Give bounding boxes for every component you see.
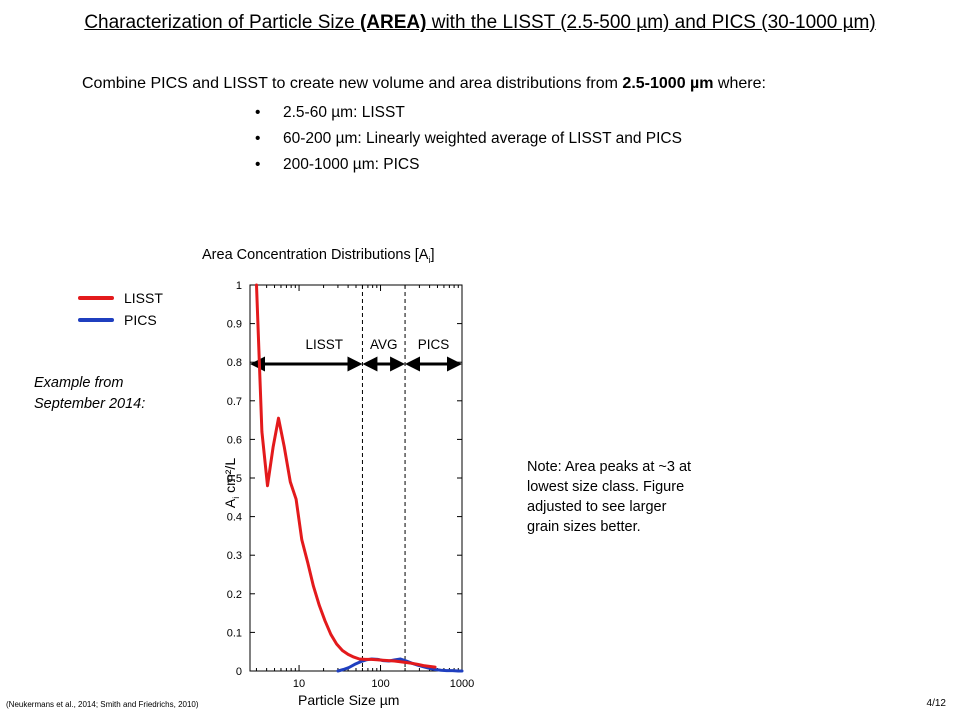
x-tick-label: 1000 — [450, 678, 474, 690]
y-tick-label: 0.1 — [227, 627, 242, 639]
legend-label-pics: PICS — [124, 312, 157, 328]
legend-swatch-pics — [78, 318, 114, 322]
example-caption: Example from September 2014: — [34, 375, 146, 412]
y-tick-label: 0.2 — [227, 589, 242, 601]
y-tick-label: 0.3 — [227, 550, 242, 562]
y-tick-label: 0.6 — [227, 434, 242, 446]
bullet-list: 2.5-60 µm: LISST 60-200 µm: Linearly wei… — [255, 100, 682, 178]
intro-text: Combine PICS and LISST to create new vol… — [82, 75, 766, 92]
series-line-lisst — [255, 283, 437, 669]
x-tick-label: 100 — [371, 678, 389, 690]
chart-title: Area Concentration Distributions [Ai] — [202, 247, 435, 265]
y-tick-label: 0.4 — [227, 512, 242, 524]
page-number: 4/12 — [926, 698, 946, 709]
x-axis-label: Particle Size µm — [298, 692, 400, 708]
note-text: Note: Area peaks at ~3 at lowest size cl… — [527, 459, 692, 535]
region-label-pics: PICS — [418, 337, 450, 352]
legend-label-lisst: LISST — [124, 290, 163, 306]
bullet-item-avg: 60-200 µm: Linearly weighted average of … — [255, 126, 682, 152]
y-tick-label: 0.7 — [227, 396, 242, 408]
y-tick-label: 1 — [236, 280, 242, 292]
bullet-item-lisst: 2.5-60 µm: LISST — [255, 100, 682, 126]
legend-swatch-lisst — [78, 296, 114, 300]
y-tick-label: 0 — [236, 666, 242, 678]
bullet-item-pics: 200-1000 µm: PICS — [255, 152, 682, 178]
series-line-pics — [336, 657, 464, 673]
x-tick-label: 10 — [293, 678, 305, 690]
footer-citation: (Neukermans et al., 2014; Smith and Frie… — [6, 700, 199, 709]
region-label-avg: AVG — [370, 337, 398, 352]
slide-title: Characterization of Particle Size (AREA)… — [84, 12, 876, 33]
y-tick-label: 0.9 — [227, 319, 242, 331]
y-tick-label: 0.5 — [227, 473, 242, 485]
region-label-lisst: LISST — [305, 337, 343, 352]
y-tick-label: 0.8 — [227, 357, 242, 369]
